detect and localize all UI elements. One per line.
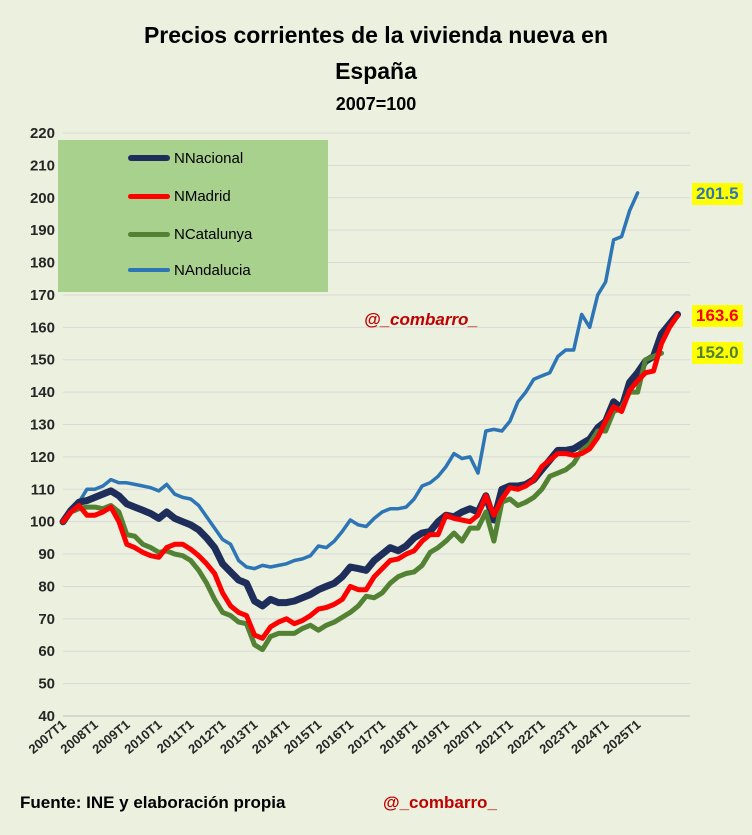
legend-label-andalucia: NAndalucia [174, 261, 251, 279]
end-label-catalunya: 152.0 [692, 342, 743, 364]
chart-legend: NNacional NMadrid NCatalunya NAndalucia [58, 140, 328, 292]
y-tick-label: 200 [30, 190, 55, 207]
chart-title: Precios corrientes de la vivienda nueva … [143, 22, 609, 48]
series-line-nnacional [59, 310, 681, 610]
y-tick-label: 210 [30, 157, 55, 174]
end-label-madrid: 163.6 [692, 305, 743, 327]
y-tick-label: 180 [30, 255, 55, 272]
series-line-ncatalunya [60, 350, 664, 653]
series-line-nmadrid [60, 313, 680, 641]
legend-item-andalucia: NAndalucia [128, 260, 251, 280]
author-credit: @_combarro_ [383, 793, 497, 812]
end-label-andalucia: 201.5 [692, 183, 743, 205]
y-tick-label: 60 [38, 643, 55, 660]
y-tick-label: 140 [30, 384, 55, 401]
y-tick-label: 150 [30, 352, 55, 369]
y-tick-label: 220 [30, 125, 55, 142]
y-tick-label: 190 [30, 222, 55, 239]
legend-label-catalunya: NCatalunya [174, 225, 253, 243]
y-tick-label: 50 [38, 676, 55, 693]
legend-swatch-catalunya [128, 231, 170, 237]
y-tick-label: 90 [38, 546, 55, 563]
legend-swatch-madrid [128, 193, 170, 199]
legend-swatch-andalucia [128, 268, 170, 272]
legend-item-madrid: NMadrid [128, 186, 231, 206]
y-tick-label: 130 [30, 417, 55, 434]
chart-subtitle: 2007=100 [335, 94, 417, 114]
legend-label-nacional: NNacional [174, 149, 244, 167]
source-note: Fuente: INE y elaboración propia [20, 793, 286, 812]
y-tick-label: 170 [30, 287, 55, 304]
y-tick-label: 40 [38, 708, 55, 725]
y-tick-label: 70 [38, 611, 55, 628]
legend-label-madrid: NMadrid [174, 187, 231, 205]
y-tick-label: 160 [30, 319, 55, 336]
watermark: @_combarro_ [364, 310, 478, 329]
y-tick-label: 110 [31, 481, 55, 498]
legend-item-nacional: NNacional [128, 148, 243, 168]
legend-swatch-nacional [128, 155, 170, 161]
y-tick-label: 120 [30, 449, 55, 466]
series-line-nandalucia [61, 191, 640, 571]
legend-item-catalunya: NCatalunya [128, 224, 252, 244]
y-tick-label: 100 [30, 514, 55, 531]
chart-title-line2: España [335, 58, 417, 84]
y-tick-label: 80 [38, 578, 55, 595]
